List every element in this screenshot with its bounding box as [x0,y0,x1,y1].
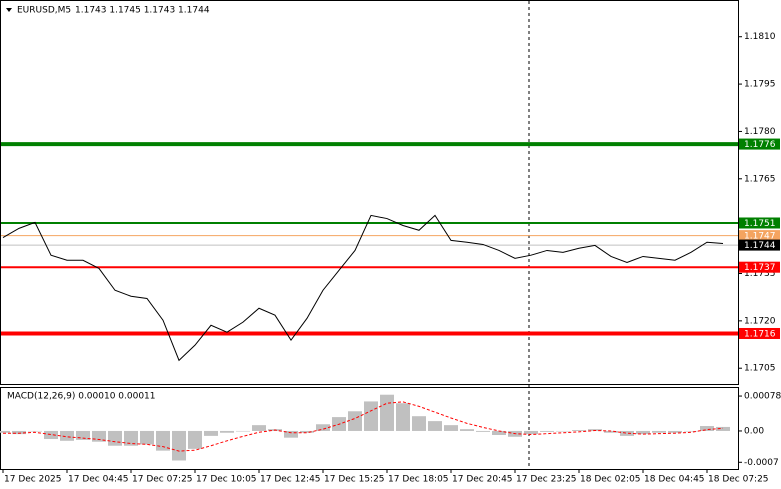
macd-bar [284,430,298,438]
y-tick-label: 1.1780 [744,127,776,137]
macd-bar [476,430,490,432]
macd-bar [364,401,378,431]
level-tag [739,138,780,150]
macd-bar [252,425,266,431]
y-tick-label: 1.1795 [744,80,776,90]
macd-bar [316,424,330,431]
x-tick-label: 17 Dec 15:25 [324,475,385,485]
x-tick-label: 17 Dec 10:05 [196,475,257,485]
macd-bar [140,430,154,445]
level-tag [739,261,780,273]
macd-bar [76,430,90,440]
macd-bar [172,430,186,461]
macd-bar [556,430,570,432]
macd-bar [236,430,250,432]
macd-bar [220,430,234,433]
price-line [2,214,724,362]
macd-bar [92,430,106,442]
level-tag-label: 1.1716 [744,329,776,339]
macd-bar [396,403,410,431]
macd-bar [444,425,458,431]
macd-bar [188,430,202,449]
menu-arrow [6,8,12,12]
y-tick-label: 1.1720 [744,316,776,326]
macd-bar [380,394,394,431]
x-tick-label: 17 Dec 12:45 [260,475,321,485]
macd-bar [44,430,58,440]
macd-bar [124,430,138,446]
macd-bar [636,430,650,435]
x-tick-label: 17 Dec 04:45 [68,475,129,485]
macd-bar [28,430,42,432]
level-tag-label: 1.1747 [744,232,776,242]
symbol-title: EURUSD,M5 [17,6,71,16]
macd-bar [12,430,26,435]
x-tick-label: 18 Dec 07:25 [708,475,769,485]
x-tick-label: 17 Dec 20:45 [452,475,513,485]
macd-bar [540,430,554,432]
y-tick-label: 1.1810 [744,32,776,42]
x-tick-label: 18 Dec 02:05 [580,475,641,485]
macd-bar [572,430,586,431]
y-tick-label: 1.1705 [744,364,776,374]
macd-bar [652,430,666,433]
macd-bar [412,416,426,431]
macd-bar [204,430,218,436]
price-panel [0,0,739,385]
x-tick-label: 17 Dec 2025 [4,475,62,485]
x-tick-label: 18 Dec 04:45 [644,475,705,485]
level-tag-label: 1.1737 [744,263,776,273]
macd-bar [620,430,634,436]
macd-bar [492,430,506,435]
x-tick-label: 17 Dec 07:25 [132,475,193,485]
macd-panel [0,387,739,470]
macd-bar [60,430,74,441]
signal-line [3,401,724,452]
level-tag [739,217,780,229]
x-tick-label: 17 Dec 18:05 [388,475,449,485]
x-tick-label: 17 Dec 23:25 [516,475,577,485]
macd-bar [700,426,714,431]
macd-bar [716,426,730,431]
macd-bar [108,430,122,446]
macd-bar [460,429,474,431]
macd-bar [348,411,362,431]
level-tag-label: 1.1751 [744,219,776,229]
level-tag [739,327,780,339]
macd-bar [524,430,538,435]
macd-bar [428,421,442,431]
level-tag-label: 1.1776 [744,140,776,150]
macd-bar [0,430,10,433]
macd-title: MACD(12,26,9) 0.00010 0.00011 [7,392,156,402]
macd-bar [604,430,618,433]
level-tag [739,239,780,251]
ohlc-text: 1.1743 1.1745 1.1743 1.1744 [75,6,210,16]
y-tick-label: 0.00 [744,426,764,436]
level-tag-label: 1.1744 [744,241,776,251]
macd-bar [300,430,314,433]
y-tick-label: 0.00078 [744,392,781,402]
y-tick-label: 1.1735 [744,269,776,279]
y-tick-label: 1.1765 [744,174,776,184]
macd-bar [684,430,698,432]
y-tick-label: -0.0007 [744,458,779,468]
level-tag [739,230,780,242]
macd-bar [668,430,682,433]
